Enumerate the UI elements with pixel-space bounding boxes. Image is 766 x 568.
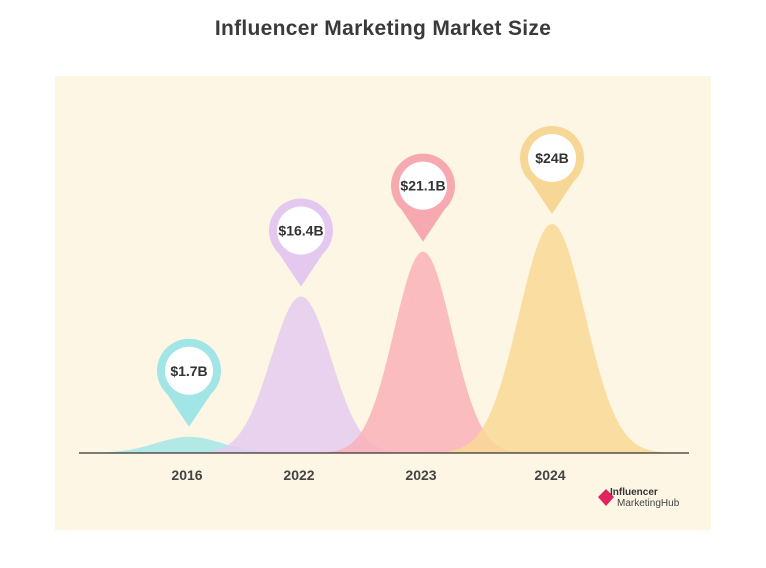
brand-line-1: Influencer [610, 487, 658, 498]
pin-marker-2022: $16.4B [269, 198, 333, 287]
pins-layer: $1.7B $16.4B $21.1B $24B [157, 125, 584, 427]
pin-marker-2016: $1.7B [157, 338, 221, 427]
brand-line-2: MarketingHub [617, 498, 680, 509]
value-label-2023: $21.1B [400, 178, 445, 194]
pin-inner-circle [399, 161, 447, 210]
pin-inner-circle [528, 134, 576, 182]
curve-2016 [76, 436, 302, 453]
watermark-logo: Influencer MarketingHub [598, 487, 680, 509]
chart-panel [55, 76, 711, 530]
curves-layer [76, 224, 665, 453]
value-label-2016: $1.7B [170, 363, 207, 379]
pin-inner-circle [165, 346, 213, 395]
x-tick-2016: 2016 [171, 467, 202, 483]
pin-inner-circle [277, 206, 325, 255]
pin-marker-2024: $24B [520, 125, 584, 214]
brand-logo-icon [598, 489, 614, 506]
chart-title: Influencer Marketing Market Size [214, 17, 552, 40]
x-tick-2022: 2022 [283, 467, 314, 483]
x-tick-labels: 2016 2022 2023 2024 [171, 467, 565, 483]
x-tick-2024: 2024 [534, 467, 565, 483]
value-label-2024: $24B [535, 150, 568, 166]
pin-marker-2023: $21.1B [390, 153, 455, 242]
value-label-2022: $16.4B [278, 223, 323, 239]
curve-2022 [199, 296, 403, 453]
curve-2024 [439, 224, 665, 453]
x-tick-2023: 2023 [405, 467, 436, 483]
curve-2023 [324, 251, 522, 453]
